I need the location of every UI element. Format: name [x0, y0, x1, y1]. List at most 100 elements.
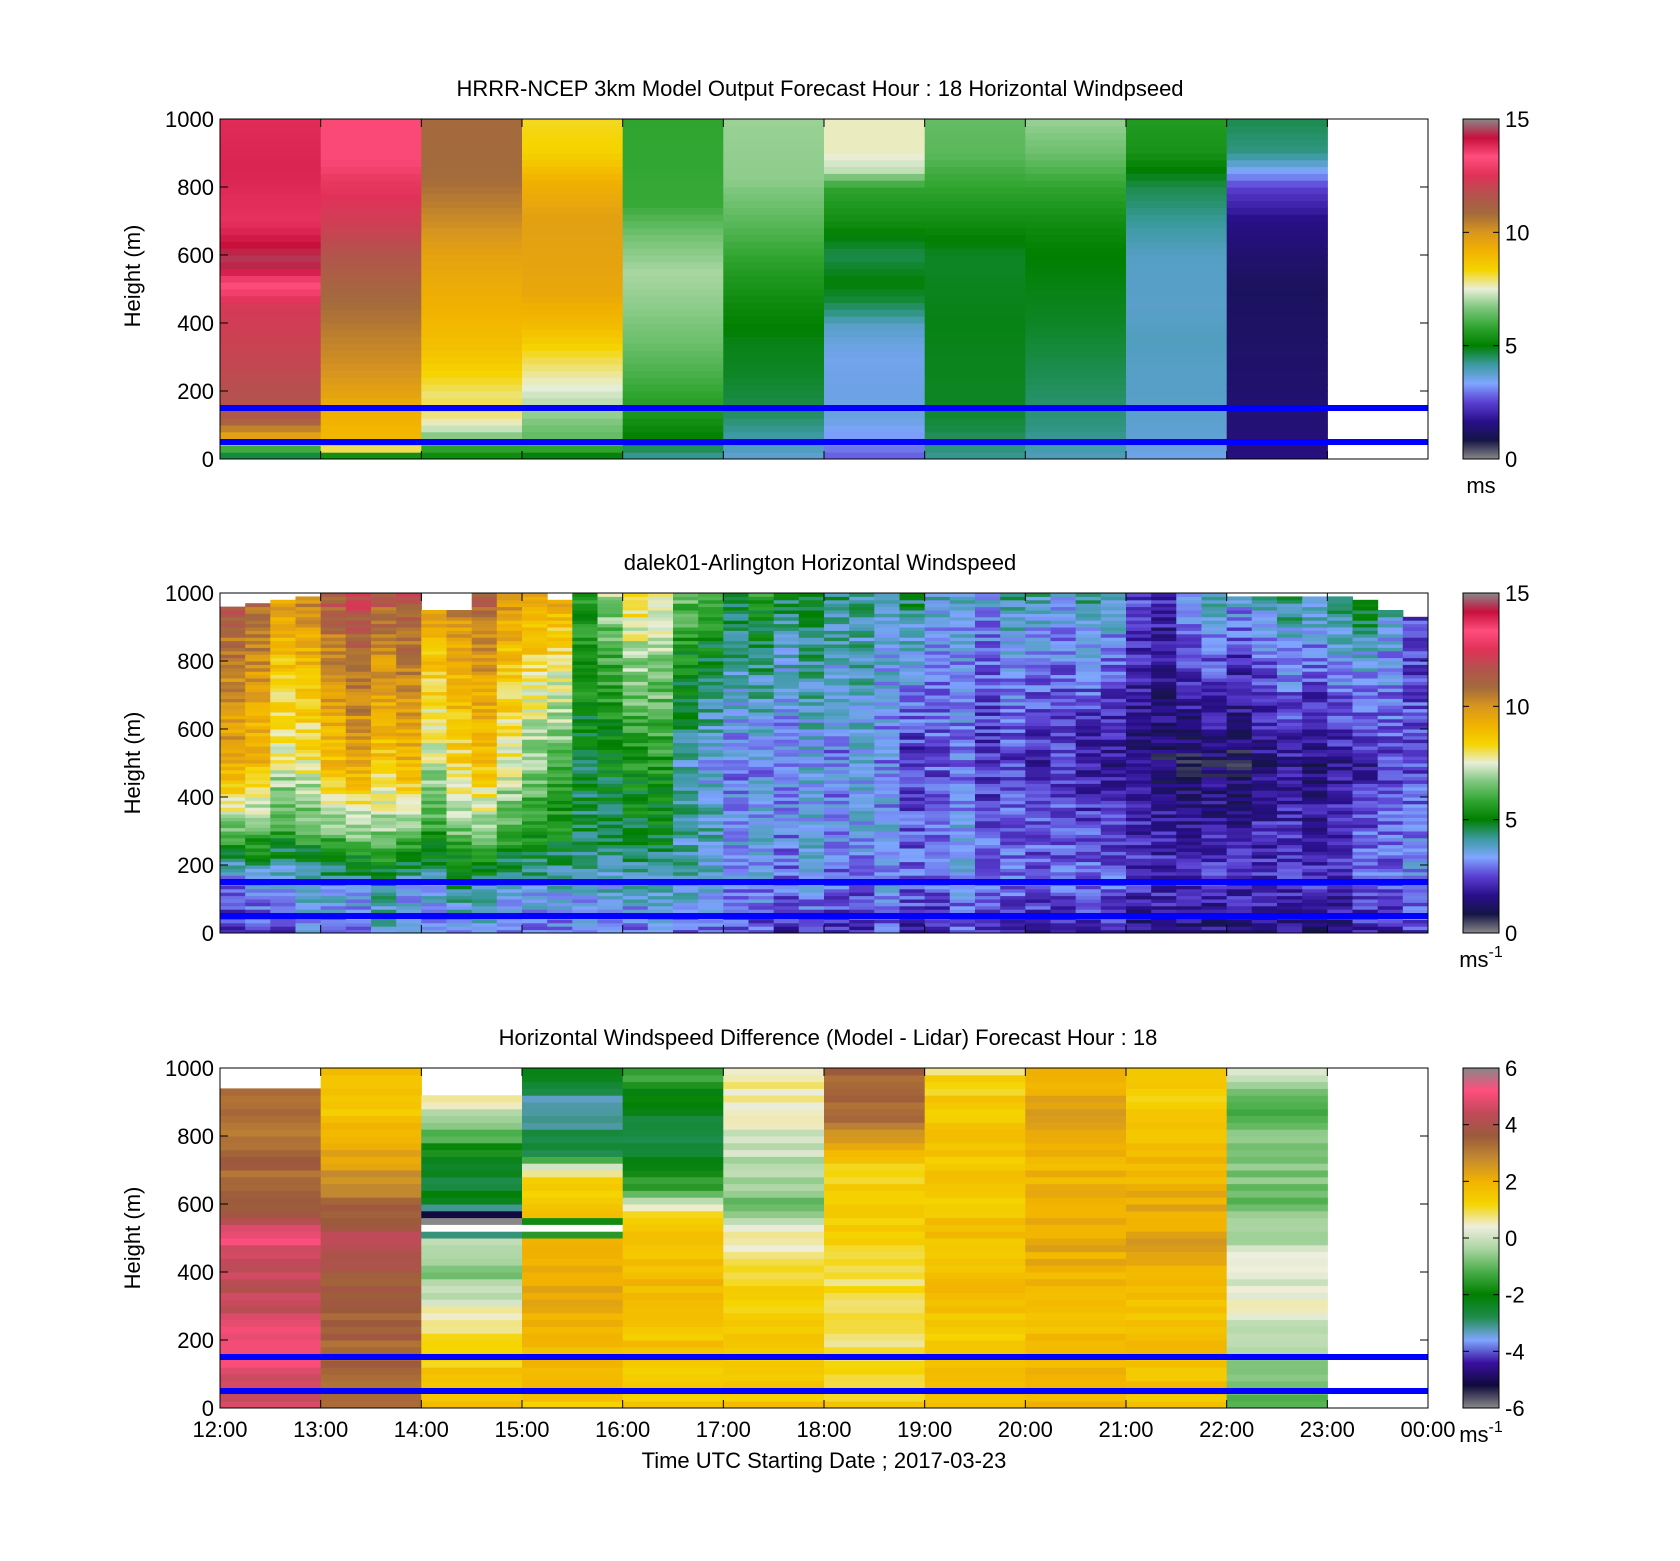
- heatmap-cell: [1251, 722, 1278, 727]
- heatmap-cell: [496, 610, 523, 614]
- heatmap-cell: [1025, 678, 1051, 682]
- heatmap-cell: [371, 803, 397, 808]
- heatmap-cell: [371, 664, 397, 669]
- heatmap-cell: [1126, 227, 1228, 236]
- heatmap-cell: [723, 820, 749, 825]
- heatmap-cell: [396, 756, 422, 761]
- heatmap-cell: [1277, 725, 1303, 730]
- heatmap-cell: [698, 763, 724, 767]
- heatmap-cell: [471, 919, 498, 924]
- heatmap-cell: [1025, 926, 1051, 931]
- heatmap-cell: [622, 650, 649, 655]
- heatmap-cell: [698, 633, 724, 638]
- heatmap-cell: [849, 793, 875, 798]
- heatmap-cell: [597, 623, 624, 628]
- heatmap-cell: [1025, 193, 1127, 202]
- heatmap-cell: [748, 790, 775, 795]
- heatmap-cell: [1025, 735, 1051, 740]
- heatmap-cell: [1176, 834, 1202, 839]
- heatmap-cell: [1050, 922, 1077, 927]
- heatmap-cell: [949, 667, 976, 672]
- heatmap-cell: [748, 929, 775, 934]
- heatmap-cell: [320, 603, 347, 608]
- heatmap-cell: [1277, 705, 1303, 710]
- heatmap-cell: [773, 814, 800, 818]
- heatmap-cell: [597, 766, 624, 771]
- heatmap-cell: [421, 640, 447, 645]
- heatmap-cell: [1302, 888, 1328, 893]
- heatmap-cell: [496, 902, 523, 907]
- heatmap-cell: [924, 766, 951, 771]
- heatmap-cell: [1201, 691, 1228, 696]
- heatmap-cell: [673, 766, 699, 771]
- colorbar-tick-label: 0: [1505, 447, 1517, 472]
- heatmap-cell: [572, 667, 598, 672]
- heatmap-cell: [270, 922, 296, 927]
- heatmap-cell: [220, 241, 322, 249]
- heatmap-cell: [924, 698, 951, 703]
- heatmap-cell: [849, 892, 875, 897]
- heatmap-cell: [245, 844, 271, 849]
- heatmap-cell: [1201, 786, 1228, 791]
- heatmap-cell: [270, 844, 296, 849]
- heatmap-cell: [673, 851, 699, 856]
- heatmap-cell: [622, 875, 649, 880]
- heatmap-cell: [496, 603, 523, 608]
- heatmap-cell: [1000, 637, 1026, 642]
- heatmap-cell: [421, 610, 447, 614]
- heatmap-cell: [396, 871, 422, 876]
- heatmap-cell: [975, 657, 1001, 662]
- heatmap-cell: [396, 926, 422, 931]
- heatmap-cell: [1226, 363, 1328, 372]
- heatmap-cell: [396, 820, 422, 825]
- heatmap-cell: [874, 739, 900, 744]
- heatmap-cell: [723, 895, 749, 900]
- heatmap-cell: [1050, 848, 1077, 852]
- heatmap-cell: [421, 370, 523, 378]
- heatmap-cell: [899, 647, 926, 652]
- heatmap-cell: [320, 620, 347, 625]
- heatmap-cell: [1277, 722, 1303, 727]
- heatmap-cell: [874, 786, 900, 791]
- heatmap-cell: [1176, 681, 1202, 686]
- heatmap-cell: [723, 139, 825, 147]
- heatmap-cell: [723, 125, 825, 134]
- heatmap-cell: [597, 650, 624, 655]
- heatmap-cell: [773, 797, 800, 801]
- heatmap-cell: [1277, 820, 1303, 825]
- heatmap-cell: [496, 647, 523, 652]
- heatmap-cell: [421, 895, 447, 900]
- heatmap-cell: [522, 166, 624, 174]
- heatmap-cell: [849, 871, 875, 876]
- heatmap-cell: [471, 705, 498, 710]
- heatmap-cell: [522, 708, 548, 713]
- heatmap-cell: [471, 596, 498, 601]
- heatmap-cell: [396, 803, 422, 808]
- heatmap-cell: [270, 902, 296, 907]
- heatmap-cell: [597, 868, 624, 873]
- heatmap-cell: [295, 661, 322, 665]
- heatmap-cell: [748, 800, 775, 805]
- heatmap-cell: [522, 854, 548, 859]
- heatmap-cell: [1100, 865, 1127, 869]
- heatmap-cell: [1277, 701, 1303, 706]
- heatmap-cell: [647, 909, 674, 914]
- heatmap-cell: [496, 712, 523, 716]
- heatmap-cell: [723, 221, 825, 229]
- heatmap-cell: [471, 776, 498, 781]
- heatmap-cell: [1075, 814, 1102, 818]
- heatmap-column: [572, 593, 598, 934]
- heatmap-cell: [320, 289, 422, 297]
- heatmap-cell: [220, 214, 322, 222]
- heatmap-cell: [1000, 630, 1026, 635]
- heatmap-cell: [949, 929, 976, 934]
- heatmap-cell: [1126, 644, 1152, 648]
- heatmap-cell: [924, 701, 951, 706]
- heatmap-cell: [597, 803, 624, 808]
- heatmap-cell: [924, 302, 1026, 310]
- heatmap-cell: [924, 695, 951, 699]
- heatmap-cell: [522, 888, 548, 893]
- heatmap-cell: [522, 596, 548, 601]
- heatmap-cell: [245, 820, 271, 825]
